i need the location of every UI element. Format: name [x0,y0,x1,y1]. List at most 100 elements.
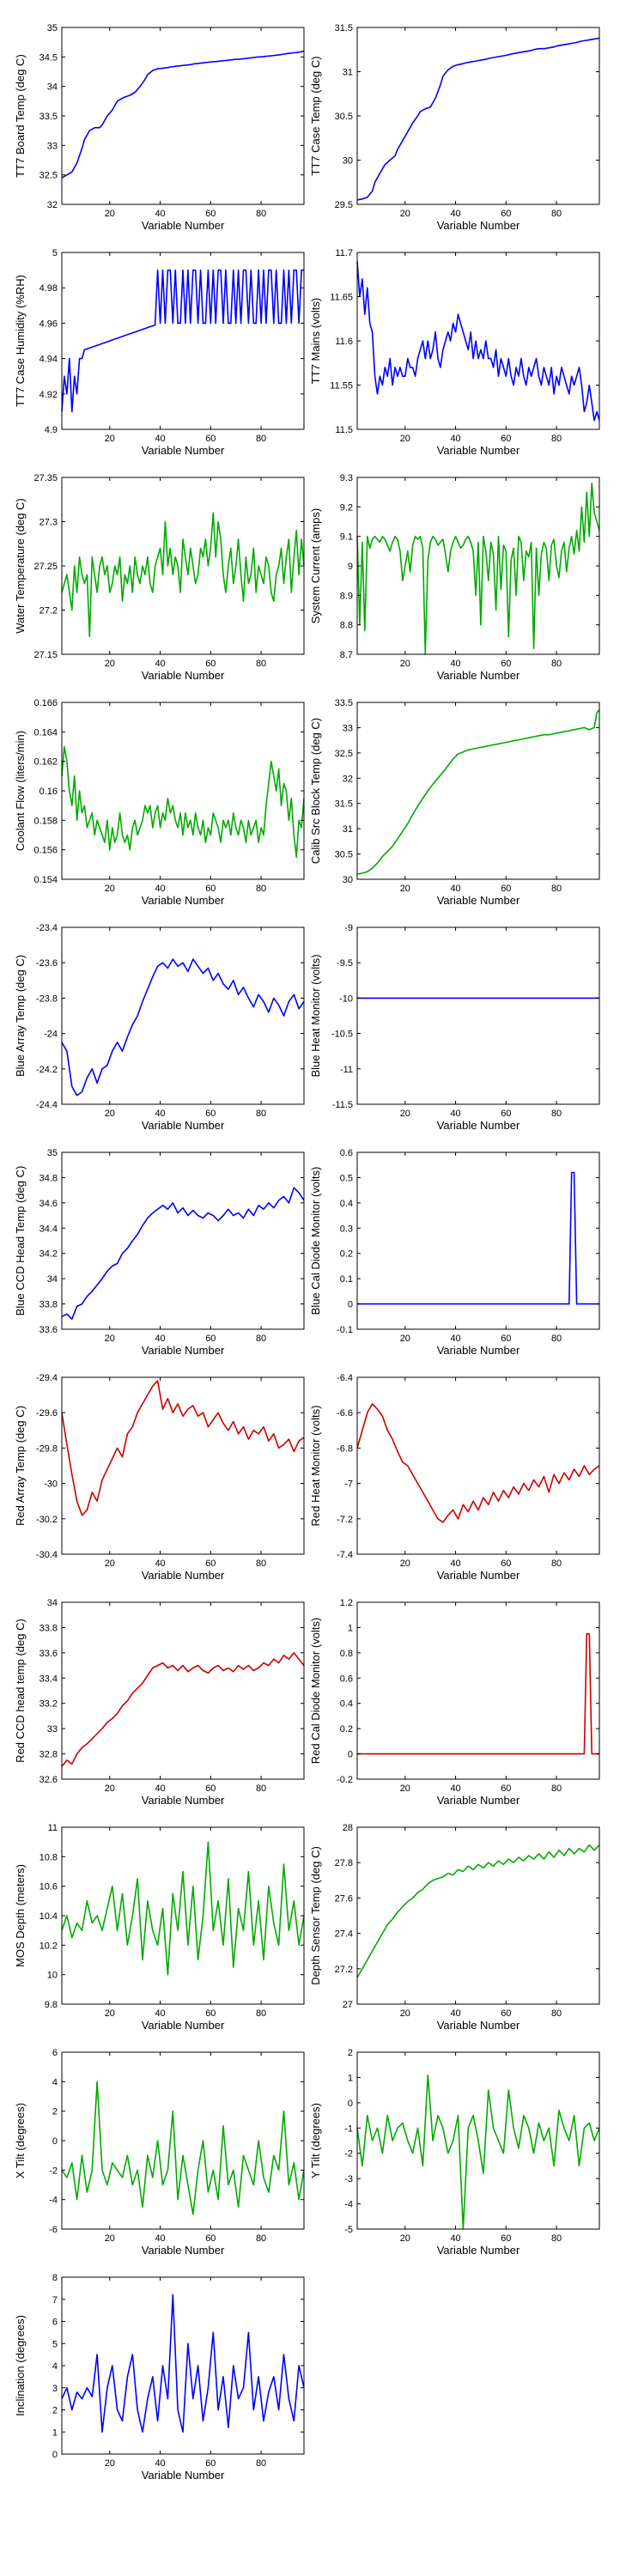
y-tick-label: 27.2 [335,1965,353,1975]
chart-panel-15: -0.2 0 0.2 0.4 0.6 0.8 1 1.2 20 40 60 80 Variable Nu… [309,1598,600,1807]
x-axis-label: Variable Number [142,219,225,232]
y-tick-label: -0.2 [337,1775,353,1785]
y-axis-label: Red Array Temp (deg C) [14,1406,27,1526]
series-line-14-0 [61,1652,305,1767]
x-tick-label: 60 [205,1109,216,1119]
x-tick-label: 60 [205,1783,216,1794]
y-tick-label: 0.6 [340,1148,353,1158]
x-tick-label: 40 [155,884,165,894]
plot-frame [61,927,305,1105]
x-tick-label: 40 [155,2008,165,2019]
series-line-17-0 [356,1844,600,1978]
y-tick-label: 32.5 [335,749,353,759]
y-tick-label: 0 [52,2450,58,2460]
y-tick-label: 32.6 [39,1775,58,1785]
y-tick-label: 6 [52,2318,58,2328]
y-tick-label: 11 [48,1823,58,1833]
y-tick-label: 11.55 [330,381,353,392]
chart-panel-0: 32 32.5 33 33.5 34 34.5 35 20 40 60 80 Variable Num… [14,23,305,232]
y-tick-label: -5 [344,2225,353,2235]
chart-panel-20: 0 1 2 3 4 5 6 7 8 20 40 60 80 Variable Number Inclinat… [14,2273,305,2482]
x-axis-label: Variable Number [142,444,225,457]
x-axis-label: Variable Number [142,894,225,907]
x-tick-label: 60 [205,659,216,669]
x-tick-label: 60 [501,2233,511,2244]
x-axis-label: Variable Number [142,1119,225,1132]
x-tick-label: 20 [400,2008,410,2019]
x-tick-label: 60 [205,209,216,219]
y-tick-label: 30.5 [335,112,353,122]
y-tick-label: 31.5 [335,799,353,810]
y-axis-label: Inclination (degrees) [14,2315,27,2416]
x-axis-label: Variable Number [142,1344,225,1357]
y-axis-label: Blue CCD Head Temp (deg C) [14,1166,27,1316]
y-tick-label: 0.6 [340,1674,353,1684]
y-tick-label: 33.8 [39,1300,58,1310]
x-tick-label: 40 [155,2458,165,2469]
x-tick-label: 60 [501,659,511,669]
y-tick-label: 8 [52,2273,58,2283]
y-tick-label: 27.8 [335,1858,353,1868]
series-line-1-0 [356,37,600,201]
x-tick-label: 60 [501,434,511,444]
y-axis-label: TT7 Board Temp (deg C) [14,54,27,178]
plot-frame [356,927,600,1105]
x-axis-label: Variable Number [142,1569,225,1582]
y-tick-label: 0.1 [340,1274,353,1285]
y-tick-label: 0.4 [340,1699,353,1710]
x-tick-label: 40 [155,434,165,444]
series-line-18-0 [61,2081,305,2215]
y-tick-label: 11.65 [330,293,353,303]
y-tick-label: 5 [52,248,58,258]
y-tick-label: -23.6 [36,958,58,969]
y-tick-label: 9.2 [340,502,353,513]
x-tick-label: 60 [205,1558,216,1569]
x-tick-label: 40 [450,434,460,444]
x-tick-label: 60 [205,2233,216,2244]
x-axis-label: Variable Number [437,1569,520,1582]
x-tick-label: 40 [450,1558,460,1569]
y-tick-label: 0.166 [33,698,58,708]
chart-panel-8: -24.4 -24.2 -24 -23.8 -23.6 -23.4 20 40 60 80 Vari… [14,923,305,1132]
y-tick-label: 32 [343,774,353,784]
x-tick-label: 60 [205,434,216,444]
series-line-8-0 [61,958,305,1097]
y-tick-label: -29.6 [36,1408,58,1419]
chart-panel-14: 32.6 32.8 33 33.2 33.4 33.6 33.8 34 20 40 60 80 Vari… [14,1598,305,1807]
y-tick-label: 0.162 [33,757,58,768]
y-tick-label: 0.158 [33,816,58,826]
y-tick-label: -9.5 [337,958,353,969]
y-tick-label: 27.15 [33,650,58,660]
series-line-4-0 [61,512,305,638]
y-axis-label: Red CCD head temp (deg C) [14,1619,27,1763]
chart-panel-18: -6 -4 -2 0 2 4 6 20 40 60 80 Variable Number X Tilt … [14,2048,305,2257]
x-tick-label: 80 [551,659,562,669]
x-tick-label: 20 [400,1558,410,1569]
y-tick-label: 31.5 [335,23,353,33]
y-tick-label: 34 [47,1598,58,1608]
y-axis-label: Red Heat Monitor (volts) [309,1406,322,1527]
x-tick-label: 20 [105,1109,115,1119]
y-tick-label: 1 [348,1623,353,1633]
x-tick-label: 20 [105,2233,115,2244]
y-tick-label: -23.8 [36,993,58,1004]
x-tick-label: 60 [501,1334,511,1344]
series-line-5-0 [356,483,600,655]
y-tick-label: 31 [343,824,353,835]
series-line-12-0 [61,1380,305,1516]
y-tick-label: -0.1 [337,1325,353,1335]
y-tick-label: 34 [47,1274,58,1285]
y-tick-label: 4 [52,2077,58,2087]
y-axis-label: Water Temperature (deg C) [14,498,27,634]
y-tick-label: 34.2 [39,1249,58,1260]
plot-frame [61,2051,305,2230]
x-tick-label: 40 [155,1783,165,1794]
x-axis-label: Variable Number [437,1119,520,1132]
x-tick-label: 80 [256,2233,266,2244]
x-tick-label: 40 [450,209,460,219]
chart-panel-7: 30 30.5 31 31.5 32 32.5 33 33.5 20 40 60 80 Variable… [309,698,600,907]
plot-frame [61,252,305,430]
y-tick-label: 33.5 [335,698,353,708]
x-tick-label: 20 [105,2008,115,2019]
y-tick-label: 0 [348,1750,353,1760]
